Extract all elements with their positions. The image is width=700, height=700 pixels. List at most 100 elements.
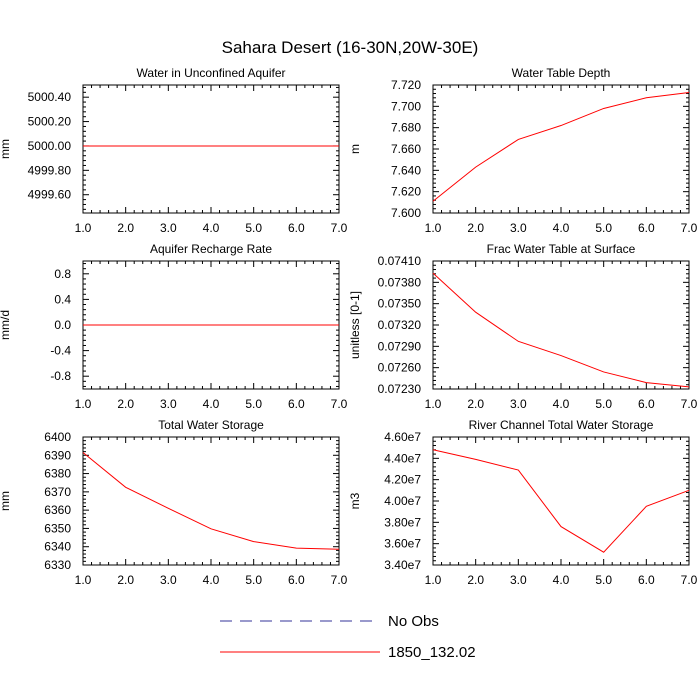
x-tick-label: 1.0 [75, 397, 92, 411]
y-tick-label: 4.20e7 [384, 473, 421, 487]
panel-title: Frac Water Table at Surface [487, 242, 636, 256]
y-tick-label: 0.07380 [378, 275, 422, 289]
panel-6: River Channel Total Water Storage m3 1.0 2.… [348, 418, 698, 587]
y-tick-label: 7.720 [391, 78, 421, 92]
x-tick-label: 7.0 [331, 221, 348, 235]
y-tick-label: 6360 [44, 503, 71, 517]
y-tick-label: 0.07290 [378, 339, 422, 353]
panel-title: River Channel Total Water Storage [469, 418, 654, 432]
panel-3: Aquifer Recharge Rate mm/d 1.0 2.0 3.0 4.0 5.0… [0, 242, 348, 411]
plot-frame [432, 260, 690, 390]
x-tick-label: 3.0 [510, 573, 527, 587]
y-tick-label: 5000.00 [28, 139, 72, 153]
x-tick-label: 7.0 [681, 397, 698, 411]
x-tick-label: 6.0 [638, 573, 655, 587]
y-tick-label: 6390 [44, 448, 71, 462]
x-tick-label: 1.0 [425, 573, 442, 587]
x-tick-label: 4.0 [203, 221, 220, 235]
panel-4: Frac Water Table at Surface unitless [0-1… [348, 242, 698, 411]
y-axis-label: m [348, 144, 362, 154]
y-tick-label: 6370 [44, 485, 71, 499]
x-tick-label: 5.0 [595, 221, 612, 235]
y-tick-label: 0.07350 [378, 297, 422, 311]
x-tick-label: 4.0 [203, 397, 220, 411]
y-tick-label: 0.07260 [378, 361, 422, 375]
legend: No Obs 1850_132.02 [220, 613, 476, 661]
plot-frame [82, 84, 340, 214]
y-axis-label: unitless [0-1] [348, 291, 362, 359]
legend-label-1850: 1850_132.02 [388, 644, 476, 661]
series-line [432, 91, 690, 202]
x-tick-label: 7.0 [681, 573, 698, 587]
y-tick-label: 6380 [44, 467, 71, 481]
y-tick-label: 7.600 [391, 206, 421, 220]
y-tick-label: 6330 [44, 558, 71, 572]
y-tick-label: 7.620 [391, 185, 421, 199]
x-tick-label: 5.0 [245, 221, 262, 235]
x-tick-label: 6.0 [638, 397, 655, 411]
x-tick-label: 1.0 [425, 397, 442, 411]
y-tick-label: 4.40e7 [384, 451, 421, 465]
y-tick-label: 0.07320 [378, 318, 422, 332]
y-tick-label: 0.07230 [378, 382, 422, 396]
y-tick-label: 5000.20 [28, 115, 72, 129]
x-tick-label: 2.0 [467, 397, 484, 411]
y-tick-label: 7.640 [391, 163, 421, 177]
y-tick-label: 0.4 [54, 292, 71, 306]
y-tick-label: 4999.80 [28, 163, 72, 177]
series-line [82, 452, 340, 550]
x-tick-label: 5.0 [595, 397, 612, 411]
x-tick-label: 1.0 [75, 573, 92, 587]
panel-title: Aquifer Recharge Rate [150, 242, 272, 256]
x-tick-label: 2.0 [467, 221, 484, 235]
x-tick-label: 6.0 [288, 221, 305, 235]
x-tick-label: 2.0 [117, 573, 134, 587]
y-tick-label: 0.0 [54, 318, 71, 332]
series-line [432, 449, 690, 553]
x-tick-label: 3.0 [160, 573, 177, 587]
x-tick-label: 7.0 [331, 397, 348, 411]
x-tick-label: 5.0 [245, 573, 262, 587]
x-tick-label: 4.0 [203, 573, 220, 587]
y-tick-label: 7.680 [391, 121, 421, 135]
panel-title: Water in Unconfined Aquifer [137, 66, 286, 80]
x-tick-label: 6.0 [638, 221, 655, 235]
x-tick-label: 4.0 [553, 397, 570, 411]
panel-title: Total Water Storage [158, 418, 264, 432]
y-tick-label: 3.40e7 [384, 558, 421, 572]
plot-frame [82, 436, 340, 566]
y-tick-label: 4.60e7 [384, 430, 421, 444]
panels: Water in Unconfined Aquifer mm 1.0 2.0 3.0 4.… [0, 66, 698, 587]
y-tick-label: 6400 [44, 430, 71, 444]
panel-title: Water Table Depth [512, 66, 611, 80]
y-tick-label: 4999.60 [28, 188, 72, 202]
y-tick-label: 4.00e7 [384, 494, 421, 508]
y-tick-label: 3.80e7 [384, 515, 421, 529]
x-tick-label: 6.0 [288, 573, 305, 587]
y-tick-label: 0.8 [54, 267, 71, 281]
x-tick-label: 1.0 [425, 221, 442, 235]
x-tick-label: 3.0 [160, 221, 177, 235]
x-tick-label: 6.0 [288, 397, 305, 411]
x-tick-label: 2.0 [467, 573, 484, 587]
series-line [432, 272, 690, 388]
panel-5: Total Water Storage mm 1.0 2.0 3.0 4.0 5.0 6.0 7… [0, 418, 348, 587]
x-tick-label: 7.0 [331, 573, 348, 587]
x-tick-label: 3.0 [510, 397, 527, 411]
x-tick-label: 1.0 [75, 221, 92, 235]
y-axis-label: mm [0, 139, 12, 159]
y-tick-label: 5000.40 [28, 90, 72, 104]
x-tick-label: 7.0 [681, 221, 698, 235]
x-tick-label: 2.0 [117, 221, 134, 235]
x-tick-label: 4.0 [553, 221, 570, 235]
y-axis-label: mm [0, 491, 12, 511]
x-tick-label: 4.0 [553, 573, 570, 587]
y-tick-label: 7.660 [391, 142, 421, 156]
figure-title: Sahara Desert (16-30N,20W-30E) [222, 38, 479, 57]
y-tick-label: 3.60e7 [384, 537, 421, 551]
y-tick-label: 6340 [44, 540, 71, 554]
x-tick-label: 5.0 [595, 573, 612, 587]
plot-frame [432, 436, 690, 566]
x-tick-label: 3.0 [160, 397, 177, 411]
